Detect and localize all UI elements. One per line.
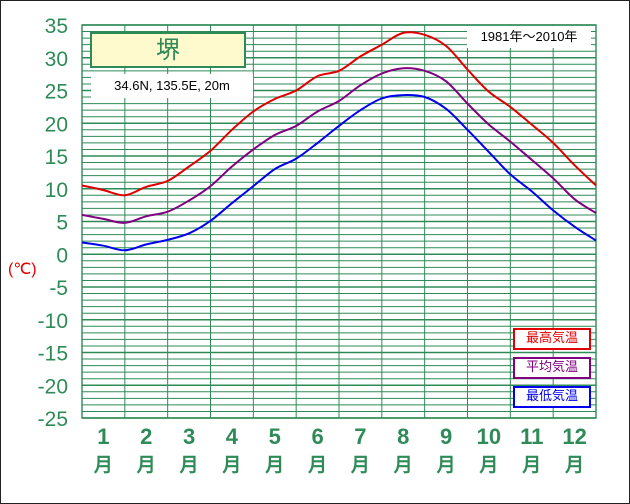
x-tick-label: 9 <box>440 424 452 449</box>
legend-min-temp: 最低気温 <box>513 386 591 408</box>
mean-temp-line <box>81 67 597 224</box>
max-temp-line <box>81 31 597 197</box>
x-tick-unit: 月 <box>93 454 113 476</box>
x-tick-unit: 月 <box>350 454 370 476</box>
y-tick-label: -10 <box>38 310 68 333</box>
x-tick-unit: 月 <box>564 454 584 476</box>
x-tick-unit: 月 <box>436 454 456 476</box>
station-coordinates: 34.6N, 135.5E, 20m <box>91 74 253 98</box>
legend-mean-temp: 平均気温 <box>513 357 591 379</box>
y-tick-label: 20 <box>45 113 68 136</box>
x-tick-unit: 月 <box>521 454 541 476</box>
x-tick-label: 4 <box>226 424 239 449</box>
y-tick-label: -5 <box>49 277 68 300</box>
min-temp-line <box>81 94 597 252</box>
station-title: 堺 <box>90 32 246 68</box>
x-tick-unit: 月 <box>478 454 498 476</box>
series-lines <box>81 31 597 252</box>
y-axis-unit-label: (℃) <box>8 261 37 278</box>
y-tick-label: 30 <box>45 48 68 71</box>
y-axis-ticks: 35 30 25 20 15 10 5 0 -5 -10 -15 -20 -25 <box>38 15 68 431</box>
grid-lines <box>81 24 597 419</box>
x-tick-unit: 月 <box>393 454 413 476</box>
x-tick-label: 3 <box>183 424 195 449</box>
y-tick-label: 25 <box>45 81 68 104</box>
y-tick-label: -25 <box>38 408 68 431</box>
x-tick-label: 5 <box>269 424 281 449</box>
x-tick-unit: 月 <box>221 454 241 476</box>
plot-area-border <box>81 24 597 419</box>
y-tick-label: 5 <box>56 212 68 235</box>
x-tick-label: 12 <box>562 424 586 449</box>
y-tick-label: 10 <box>45 179 68 202</box>
y-tick-label: 0 <box>56 244 68 267</box>
x-tick-label: 8 <box>397 424 409 449</box>
x-tick-unit: 月 <box>307 454 327 476</box>
observation-period: 1981年〜2010年 <box>467 26 591 48</box>
x-tick-label: 7 <box>354 424 366 449</box>
x-tick-unit: 月 <box>179 454 199 476</box>
y-tick-label: -15 <box>38 343 68 366</box>
x-tick-label: 2 <box>140 424 152 449</box>
x-tick-label: 10 <box>477 424 501 449</box>
x-tick-unit: 月 <box>136 454 156 476</box>
x-tick-label: 1 <box>97 424 109 449</box>
y-tick-label: 15 <box>45 146 68 169</box>
x-tick-unit: 月 <box>264 454 284 476</box>
x-tick-label: 11 <box>520 424 543 449</box>
x-tick-label: 6 <box>311 424 323 449</box>
y-tick-label: -20 <box>38 375 68 398</box>
y-tick-label: 35 <box>45 15 68 38</box>
legend-max-temp: 最高気温 <box>513 328 591 350</box>
x-axis-ticks: 1 月 2 月 3 月 4 月 5 月 6 月 7 月 8 月 9 月 10 月 11 月 12 月 <box>93 424 587 476</box>
